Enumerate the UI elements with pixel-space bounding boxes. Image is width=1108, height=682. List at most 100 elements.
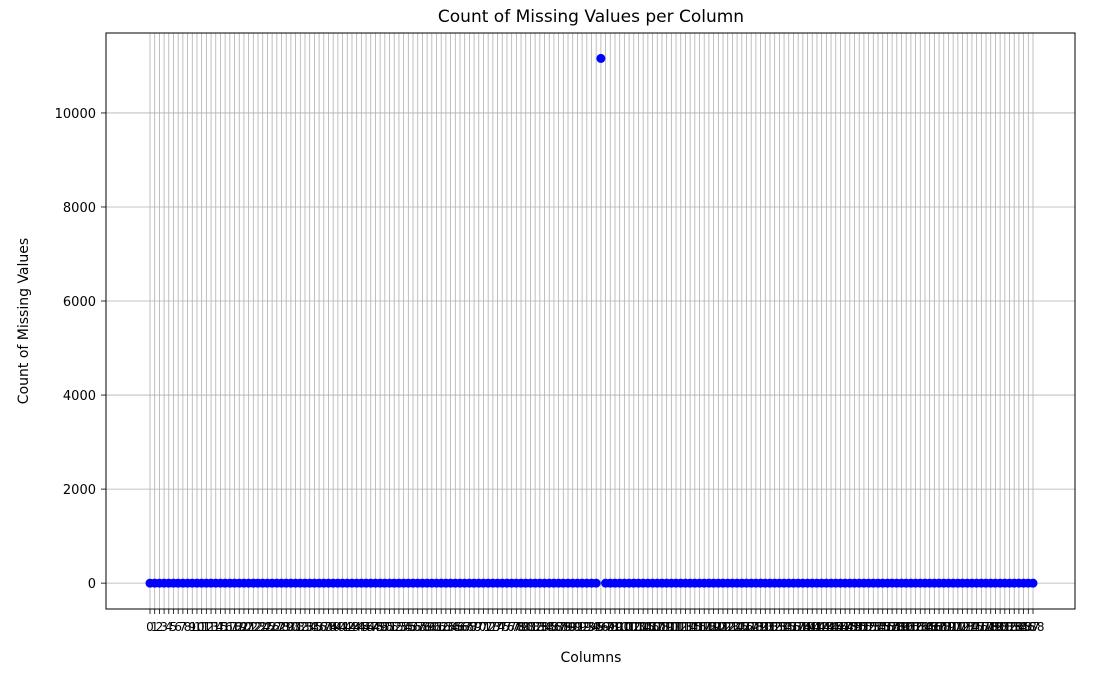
x-tick-label: 18 [227,620,242,634]
x-tick-label: 153 [857,620,880,634]
x-tick-label: 44 [349,620,364,634]
x-tick-label: 87 [551,620,566,634]
x-tick-label: 101 [613,620,636,634]
x-tick-label: 186 [1012,620,1035,634]
y-tick-label: 6000 [63,295,96,310]
x-tick-label: 158 [881,620,904,634]
x-tick-label: 34 [302,620,317,634]
x-tick-label: 78 [509,620,524,634]
x-tick-label: 96 [593,620,608,634]
x-tick-label: 108 [646,620,669,634]
x-tick-label: 38 [321,620,336,634]
x-tick-label: 73 [485,620,500,634]
x-tick-label: 69 [466,620,481,634]
y-tick-label: 0 [88,577,96,592]
x-axis-ticks [149,609,1034,614]
x-tick-label: 61 [429,620,444,634]
plot-frame [105,32,1076,610]
x-tick-label: 103 [622,620,645,634]
x-tick-label: 129 [744,620,767,634]
x-tick-label: 183 [998,620,1021,634]
x-tick-label: 174 [956,620,979,634]
x-tick-label: 6 [174,620,182,634]
x-tick-label: 148 [834,620,857,634]
x-tick-label: 20 [236,620,251,634]
x-tick-label: 119 [697,620,720,634]
x-tick-label: 9 [188,620,196,634]
x-tick-label: 94 [584,620,599,634]
x-tick-label: 91 [570,620,585,634]
x-tick-labels: 0123456789101112131415161718192021222324… [146,620,1044,634]
x-tick-label: 19 [232,620,247,634]
x-tick-label: 46 [358,620,373,634]
x-tick-label: 133 [763,620,786,634]
x-tick-label: 164 [909,620,932,634]
x-tick-label: 112 [665,620,688,634]
x-tick-label: 21 [241,620,256,634]
x-tick-label: 176 [965,620,988,634]
x-tick-label: 143 [810,620,833,634]
x-tick-label: 92 [574,620,589,634]
x-tick-label: 159 [885,620,908,634]
x-tick-label: 45 [354,620,369,634]
x-tick-label: 48 [368,620,383,634]
x-tick-label: 110 [655,620,678,634]
x-tick-label: 53 [391,620,406,634]
x-tick-label: 55 [401,620,416,634]
x-tick-label: 120 [702,620,725,634]
x-tick-label: 127 [735,620,758,634]
x-tick-label: 42 [340,620,355,634]
x-tick-label: 24 [255,620,270,634]
x-tick-label: 155 [867,620,890,634]
x-tick-label: 168 [928,620,951,634]
x-tick-label: 118 [693,620,716,634]
x-tick-label: 163 [904,620,927,634]
x-tick-label: 25 [260,620,275,634]
x-tick-label: 134 [768,620,791,634]
x-tick-label: 165 [914,620,937,634]
x-tick-label: 54 [396,620,411,634]
x-tick-label: 90 [565,620,580,634]
x-tick-label: 184 [1003,620,1026,634]
x-tick-label: 139 [791,620,814,634]
x-tick-label: 17 [222,620,237,634]
x-tick-label: 47 [363,620,378,634]
x-tick-label: 49 [373,620,388,634]
x-tick-label: 0 [146,620,154,634]
x-tick-label: 71 [476,620,491,634]
x-tick-label: 23 [250,620,265,634]
x-tick-label: 30 [283,620,298,634]
x-tick-label: 80 [518,620,533,634]
x-tick-label: 169 [932,620,955,634]
x-tick-label: 175 [960,620,983,634]
x-tick-label: 97 [598,620,613,634]
y-tick-label: 10000 [55,107,96,122]
x-tick-label: 27 [269,620,284,634]
x-tick-label: 126 [730,620,753,634]
x-tick-label: 125 [726,620,749,634]
x-tick-label: 146 [824,620,847,634]
x-tick-label: 173 [951,620,974,634]
x-tick-label: 111 [660,620,683,634]
x-tick-label: 8 [184,620,192,634]
x-tick-label: 58 [415,620,430,634]
x-tick-label: 10 [189,620,204,634]
x-tick-label: 32 [293,620,308,634]
x-tick-label: 124 [721,620,744,634]
x-tick-label: 144 [815,620,838,634]
x-tick-label: 123 [716,620,739,634]
x-tick-label: 185 [1007,620,1030,634]
y-tick-label: 8000 [63,201,96,216]
x-tick-label: 160 [890,620,913,634]
x-tick-label: 60 [424,620,439,634]
x-tick-label: 39 [326,620,341,634]
x-tick-label: 166 [918,620,941,634]
x-tick-label: 100 [608,620,631,634]
x-tick-label: 28 [274,620,289,634]
y-tick-label: 2000 [63,483,96,498]
x-tick-label: 26 [264,620,279,634]
x-tick-label: 63 [438,620,453,634]
x-tick-label: 171 [942,620,965,634]
